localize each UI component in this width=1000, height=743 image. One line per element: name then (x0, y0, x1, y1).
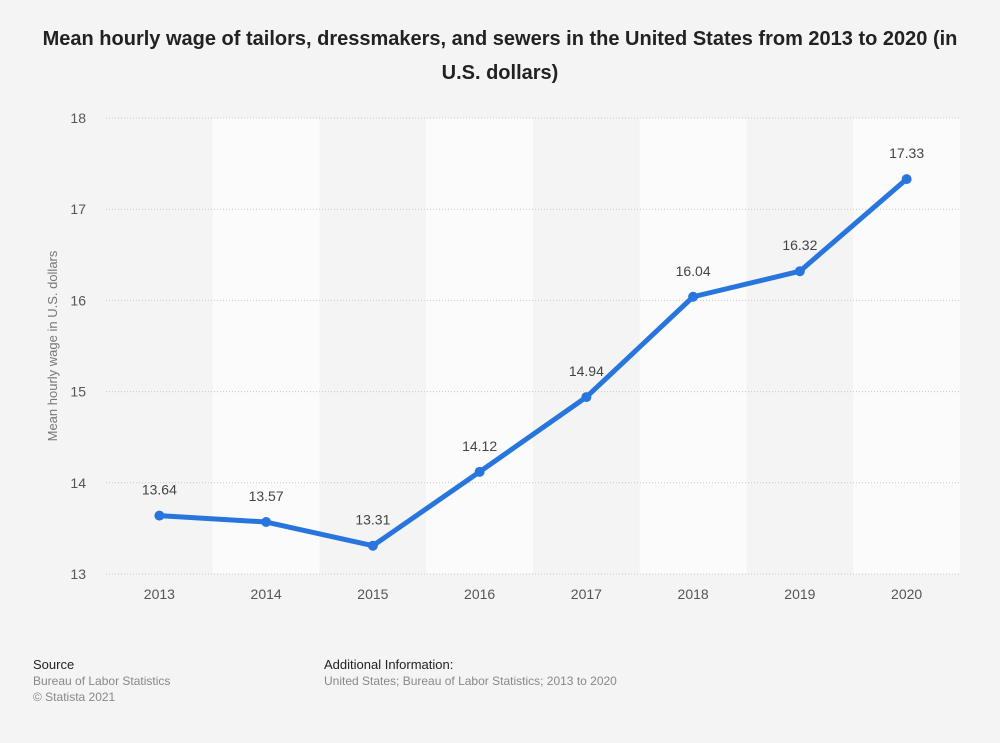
source-block: Source Bureau of Labor Statistics © Stat… (33, 657, 170, 705)
copyright-line: © Statista 2021 (33, 690, 116, 704)
additional-info-block: Additional Information: United States; B… (324, 657, 617, 689)
data-label-2015: 13.31 (355, 512, 390, 528)
source-line: Bureau of Labor Statistics (33, 674, 171, 688)
data-point-2020[interactable] (901, 174, 912, 185)
data-label-2013: 13.64 (142, 482, 177, 498)
data-point-2013[interactable] (154, 510, 165, 521)
data-point-2018[interactable] (688, 291, 699, 302)
y-tick-label: 14 (70, 475, 86, 491)
x-tick-label: 2020 (891, 586, 922, 602)
data-label-2018: 16.04 (676, 263, 711, 279)
data-labels: 13.64 13.57 13.31 14.12 14.94 16.04 16.32 17.33 (142, 145, 924, 528)
y-tick-label: 15 (70, 384, 86, 400)
data-label-2017: 14.94 (569, 363, 604, 379)
y-tick-label: 16 (70, 292, 86, 308)
data-label-2020: 17.33 (889, 145, 924, 161)
band-2014 (212, 118, 320, 574)
data-label-2016: 14.12 (462, 438, 497, 454)
data-point-2015[interactable] (367, 540, 378, 551)
x-tick-label: 2018 (678, 586, 709, 602)
x-tick-label: 2017 (571, 586, 602, 602)
chart-title: Mean hourly wage of tailors, dressmakers… (42, 28, 958, 84)
x-tick-label: 2016 (464, 586, 495, 602)
y-tick-label: 13 (70, 566, 86, 582)
gridlines (106, 117, 960, 575)
y-axis-title: Mean hourly wage in U.S. dollars (45, 250, 60, 441)
data-point-2017[interactable] (581, 392, 592, 403)
band-2020 (853, 118, 960, 574)
band-2018 (639, 118, 747, 574)
series (154, 174, 912, 551)
x-tick-label: 2015 (357, 586, 388, 602)
data-point-2016[interactable] (474, 466, 485, 477)
y-tick-label: 18 (70, 110, 86, 126)
band-2016 (426, 118, 533, 574)
series-line (156, 176, 910, 549)
x-tick-label: 2014 (251, 586, 282, 602)
y-axis: 13 14 15 16 17 18 (70, 110, 86, 582)
x-tick-label: 2013 (144, 586, 175, 602)
x-axis: 2013 2014 2015 2016 2017 2018 2019 2020 (144, 586, 923, 602)
y-tick-label: 17 (70, 201, 86, 217)
data-point-2014[interactable] (261, 517, 272, 528)
additional-info-heading: Additional Information: (324, 657, 454, 672)
data-point-2019[interactable] (794, 266, 805, 277)
alternating-bands (212, 118, 960, 574)
x-tick-label: 2019 (784, 586, 815, 602)
source-heading: Source (33, 657, 75, 672)
data-label-2014: 13.57 (249, 488, 284, 504)
data-label-2019: 16.32 (782, 237, 817, 253)
additional-info-text: United States; Bureau of Labor Statistic… (324, 674, 617, 688)
